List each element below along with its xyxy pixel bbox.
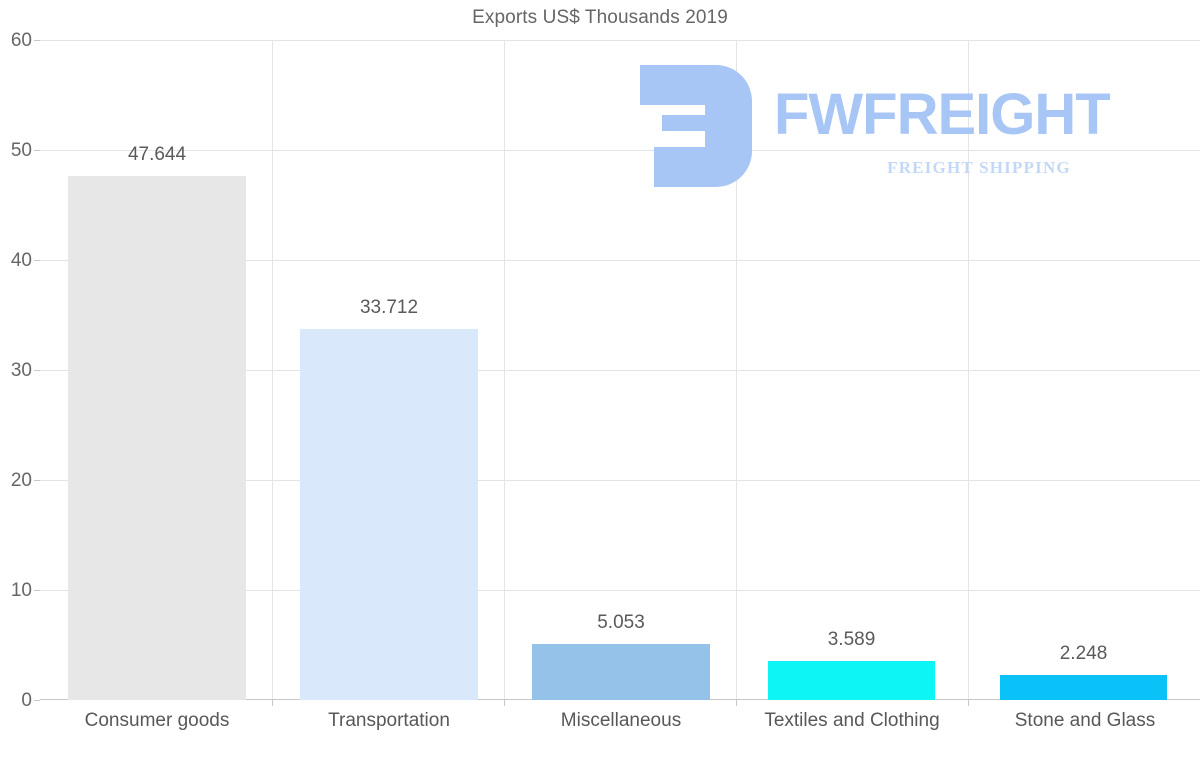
bar-value-label-textiles-and-clothing: 3.589 [827, 629, 876, 650]
gridline-vertical [504, 40, 505, 700]
bar-stone-and-glass[interactable] [1000, 675, 1167, 700]
y-axis-tick-mark [34, 370, 40, 371]
gridline-horizontal [40, 480, 1200, 481]
x-axis-label-miscellaneous: Miscellaneous [560, 710, 682, 731]
gridline-vertical [272, 40, 273, 700]
bar-textiles-and-clothing[interactable] [768, 661, 935, 700]
y-axis-tick-label: 30 [10, 360, 32, 381]
y-axis-tick-mark [34, 150, 40, 151]
y-axis-tick-mark [34, 480, 40, 481]
x-axis-label-transportation: Transportation [328, 710, 450, 731]
x-axis-tick-mark [968, 700, 969, 706]
x-axis-label-consumer-goods: Consumer goods [84, 710, 230, 731]
y-axis-tick-label: 60 [10, 30, 32, 51]
y-axis-tick-label: 20 [10, 470, 32, 491]
y-axis-tick-label: 10 [10, 580, 32, 601]
y-axis-tick-mark [34, 40, 40, 41]
gridline-vertical [736, 40, 737, 700]
y-axis-tick-label: 0 [21, 690, 32, 711]
bar-value-label-miscellaneous: 5.053 [597, 612, 645, 633]
y-axis-tick-mark [34, 260, 40, 261]
plot-area [40, 40, 1200, 700]
gridline-horizontal [40, 260, 1200, 261]
gridline-horizontal [40, 370, 1200, 371]
bar-transportation[interactable] [300, 329, 478, 700]
gridline-horizontal [40, 40, 1200, 41]
x-axis-tick-mark [504, 700, 505, 706]
y-axis-tick-label: 50 [10, 140, 32, 161]
bar-miscellaneous[interactable] [532, 644, 710, 700]
chart-title: Exports US$ Thousands 2019 [472, 7, 728, 28]
gridline-horizontal [40, 590, 1200, 591]
bar-consumer-goods[interactable] [68, 176, 246, 700]
bar-value-label-transportation: 33.712 [359, 297, 419, 318]
y-axis-tick-mark [34, 700, 40, 701]
gridline-vertical [968, 40, 969, 700]
x-axis-tick-mark [736, 700, 737, 706]
x-axis-label-textiles-and-clothing: Textiles and Clothing [764, 710, 940, 731]
x-axis-tick-mark [272, 700, 273, 706]
x-axis-label-stone-and-glass: Stone and Glass [1014, 710, 1156, 731]
bar-value-label-consumer-goods: 47.644 [127, 144, 187, 165]
bar-value-label-stone-and-glass: 2.248 [1059, 643, 1108, 664]
gridline-horizontal [40, 150, 1200, 151]
y-axis-tick-label: 40 [10, 250, 32, 271]
y-axis-tick-mark [34, 590, 40, 591]
